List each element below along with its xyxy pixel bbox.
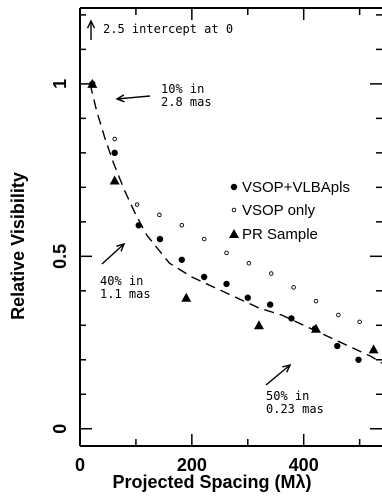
annotation-a40: 40% in bbox=[100, 274, 143, 288]
point-pr-sample bbox=[311, 323, 322, 333]
point-vsop-only bbox=[112, 136, 117, 142]
point-vsop-only bbox=[357, 319, 362, 325]
arrow-10pct-head bbox=[115, 94, 125, 103]
point-vsop-vlbapls bbox=[334, 342, 341, 350]
legend-marker-vsop-only bbox=[231, 207, 237, 213]
arrow-50pct bbox=[265, 364, 291, 386]
point-vsop-only bbox=[179, 223, 185, 228]
point-vsop-vlbapls bbox=[355, 356, 362, 363]
point-pr-sample bbox=[368, 344, 379, 354]
arrow-intercept-head bbox=[86, 19, 96, 29]
legend-marker-vsop-vlbapls bbox=[230, 183, 238, 191]
point-vsop-vlbapls bbox=[135, 222, 142, 229]
point-vsop-vlbapls bbox=[288, 315, 295, 322]
x-tick-label: 200 bbox=[177, 455, 207, 475]
legend-label-vsop-only: VSOP only bbox=[242, 202, 316, 219]
x-axis-label: Projected Spacing (Mλ) bbox=[112, 472, 311, 492]
annotation-a10: 10% in bbox=[161, 82, 204, 96]
point-pr-sample bbox=[109, 175, 120, 185]
annotation-intercept: 2.5 intercept at 0 bbox=[103, 22, 233, 36]
arrow-50pct-head bbox=[282, 363, 292, 373]
point-pr-sample bbox=[253, 320, 264, 330]
x-tick-label: 400 bbox=[289, 455, 319, 475]
point-vsop-vlbapls bbox=[266, 301, 274, 308]
arrow-40pct-head bbox=[116, 242, 126, 252]
point-vsop-only bbox=[313, 298, 319, 304]
annotation-a40: 1.1 mas bbox=[100, 287, 151, 301]
annotation-a50: 50% in bbox=[266, 389, 309, 403]
y-axis-label: Relative Visibility bbox=[8, 172, 28, 320]
y-tick-label: 0 bbox=[50, 424, 70, 434]
legend-label-pr-sample: PR Sample bbox=[242, 226, 318, 243]
y-tick-label: 1 bbox=[50, 79, 70, 89]
point-vsop-vlbapls bbox=[223, 280, 230, 288]
point-vsop-only bbox=[291, 285, 296, 290]
y-tick-label: 0.5 bbox=[50, 244, 70, 269]
point-vsop-only bbox=[336, 312, 341, 318]
annotation-a10: 2.8 mas bbox=[161, 95, 212, 109]
point-vsop-only bbox=[157, 212, 162, 218]
point-vsop-only bbox=[201, 236, 207, 242]
point-pr-sample bbox=[181, 292, 192, 302]
annotation-a50: 0.23 mas bbox=[266, 402, 324, 416]
x-tick-label: 0 bbox=[75, 455, 85, 475]
fit-curve bbox=[89, 83, 382, 364]
legend-marker-pr-sample bbox=[229, 229, 239, 238]
arrow-10pct bbox=[116, 95, 151, 100]
point-vsop-vlbapls bbox=[244, 294, 251, 301]
point-vsop-vlbapls bbox=[200, 273, 208, 281]
point-vsop-only bbox=[269, 271, 274, 276]
point-vsop-vlbapls bbox=[111, 149, 118, 157]
legend-label-vsop-vlbapls: VSOP+VLBApls bbox=[242, 179, 350, 196]
point-vsop-only bbox=[224, 250, 229, 256]
arrow-40pct bbox=[101, 243, 125, 265]
point-pr-sample bbox=[87, 78, 98, 88]
point-vsop-vlbapls bbox=[178, 256, 185, 263]
point-vsop-vlbapls bbox=[156, 235, 164, 243]
point-vsop-only bbox=[246, 260, 252, 266]
point-vsop-only bbox=[134, 202, 140, 207]
